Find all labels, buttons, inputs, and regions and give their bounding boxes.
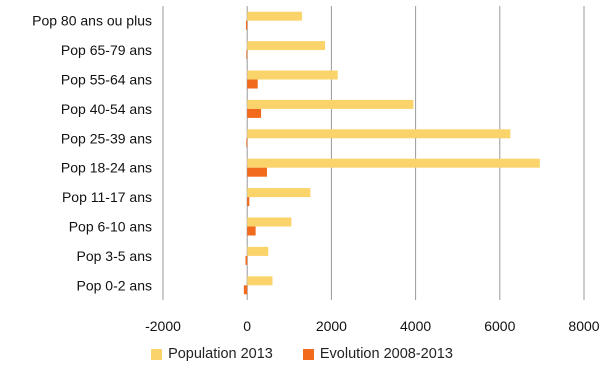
legend-item-population-2013: Population 2013 bbox=[151, 346, 273, 362]
category-label-3: Pop 40-54 ans bbox=[61, 101, 152, 117]
x-tick-label-3: 4000 bbox=[400, 318, 431, 334]
bar-population-2013-2 bbox=[247, 70, 338, 80]
bars bbox=[243, 11, 540, 295]
bar-population-2013-7 bbox=[247, 217, 292, 227]
bar-population-2013-3 bbox=[247, 99, 414, 109]
legend-label-evolution-2008-2013: Evolution 2008-2013 bbox=[319, 346, 453, 362]
category-label-8: Pop 3-5 ans bbox=[77, 248, 153, 264]
x-tick-label-1: 0 bbox=[243, 318, 251, 334]
category-label-6: Pop 11-17 ans bbox=[62, 189, 152, 205]
category-label-9: Pop 0-2 ans bbox=[77, 277, 153, 293]
x-tick-labels: -2000 0 2000 4000 6000 8000 bbox=[145, 318, 600, 334]
bar-population-2013-1 bbox=[247, 41, 326, 51]
bar-evolution-2008-2013-4 bbox=[246, 138, 248, 148]
bar-evolution-2008-2013-6 bbox=[247, 197, 250, 207]
legend-item-evolution-2008-2013: Evolution 2008-2013 bbox=[302, 346, 453, 362]
legend-swatch-population-2013 bbox=[151, 348, 163, 360]
bar-evolution-2008-2013-5 bbox=[247, 167, 267, 177]
bar-evolution-2008-2013-1 bbox=[246, 50, 248, 60]
bar-chart: Pop 80 ans ou plus Pop 65-79 ans Pop 55-64… bbox=[32, 6, 600, 334]
bar-population-2013-6 bbox=[247, 188, 311, 198]
bar-population-2013-0 bbox=[247, 11, 302, 21]
bar-evolution-2008-2013-0 bbox=[245, 20, 248, 30]
bar-evolution-2008-2013-8 bbox=[245, 255, 248, 265]
legend-swatch-evolution-2008-2013 bbox=[302, 348, 314, 360]
x-tick-label-5: 8000 bbox=[568, 318, 599, 334]
category-label-7: Pop 6-10 ans bbox=[69, 219, 152, 235]
legend-label-population-2013: Population 2013 bbox=[168, 346, 273, 362]
category-label-2: Pop 55-64 ans bbox=[61, 72, 152, 88]
category-labels: Pop 80 ans ou plus Pop 65-79 ans Pop 55-64… bbox=[32, 13, 152, 294]
bar-evolution-2008-2013-7 bbox=[247, 226, 256, 236]
bar-population-2013-4 bbox=[247, 129, 511, 139]
x-tick-label-2: 2000 bbox=[316, 318, 347, 334]
legend: Population 2013 Evolution 2008-2013 bbox=[0, 344, 604, 364]
bar-evolution-2008-2013-9 bbox=[243, 285, 248, 295]
bar-evolution-2008-2013-2 bbox=[247, 79, 258, 89]
gridlines bbox=[162, 6, 585, 300]
x-tick-label-4: 6000 bbox=[484, 318, 515, 334]
category-label-0: Pop 80 ans ou plus bbox=[32, 13, 152, 29]
bar-population-2013-9 bbox=[247, 276, 273, 286]
bar-population-2013-5 bbox=[247, 158, 540, 168]
x-tick-label-0: -2000 bbox=[145, 318, 181, 334]
category-label-5: Pop 18-24 ans bbox=[61, 160, 152, 176]
bar-population-2013-8 bbox=[247, 246, 269, 256]
category-label-1: Pop 65-79 ans bbox=[61, 42, 152, 58]
bar-evolution-2008-2013-3 bbox=[247, 108, 262, 118]
category-label-4: Pop 25-39 ans bbox=[61, 130, 152, 146]
